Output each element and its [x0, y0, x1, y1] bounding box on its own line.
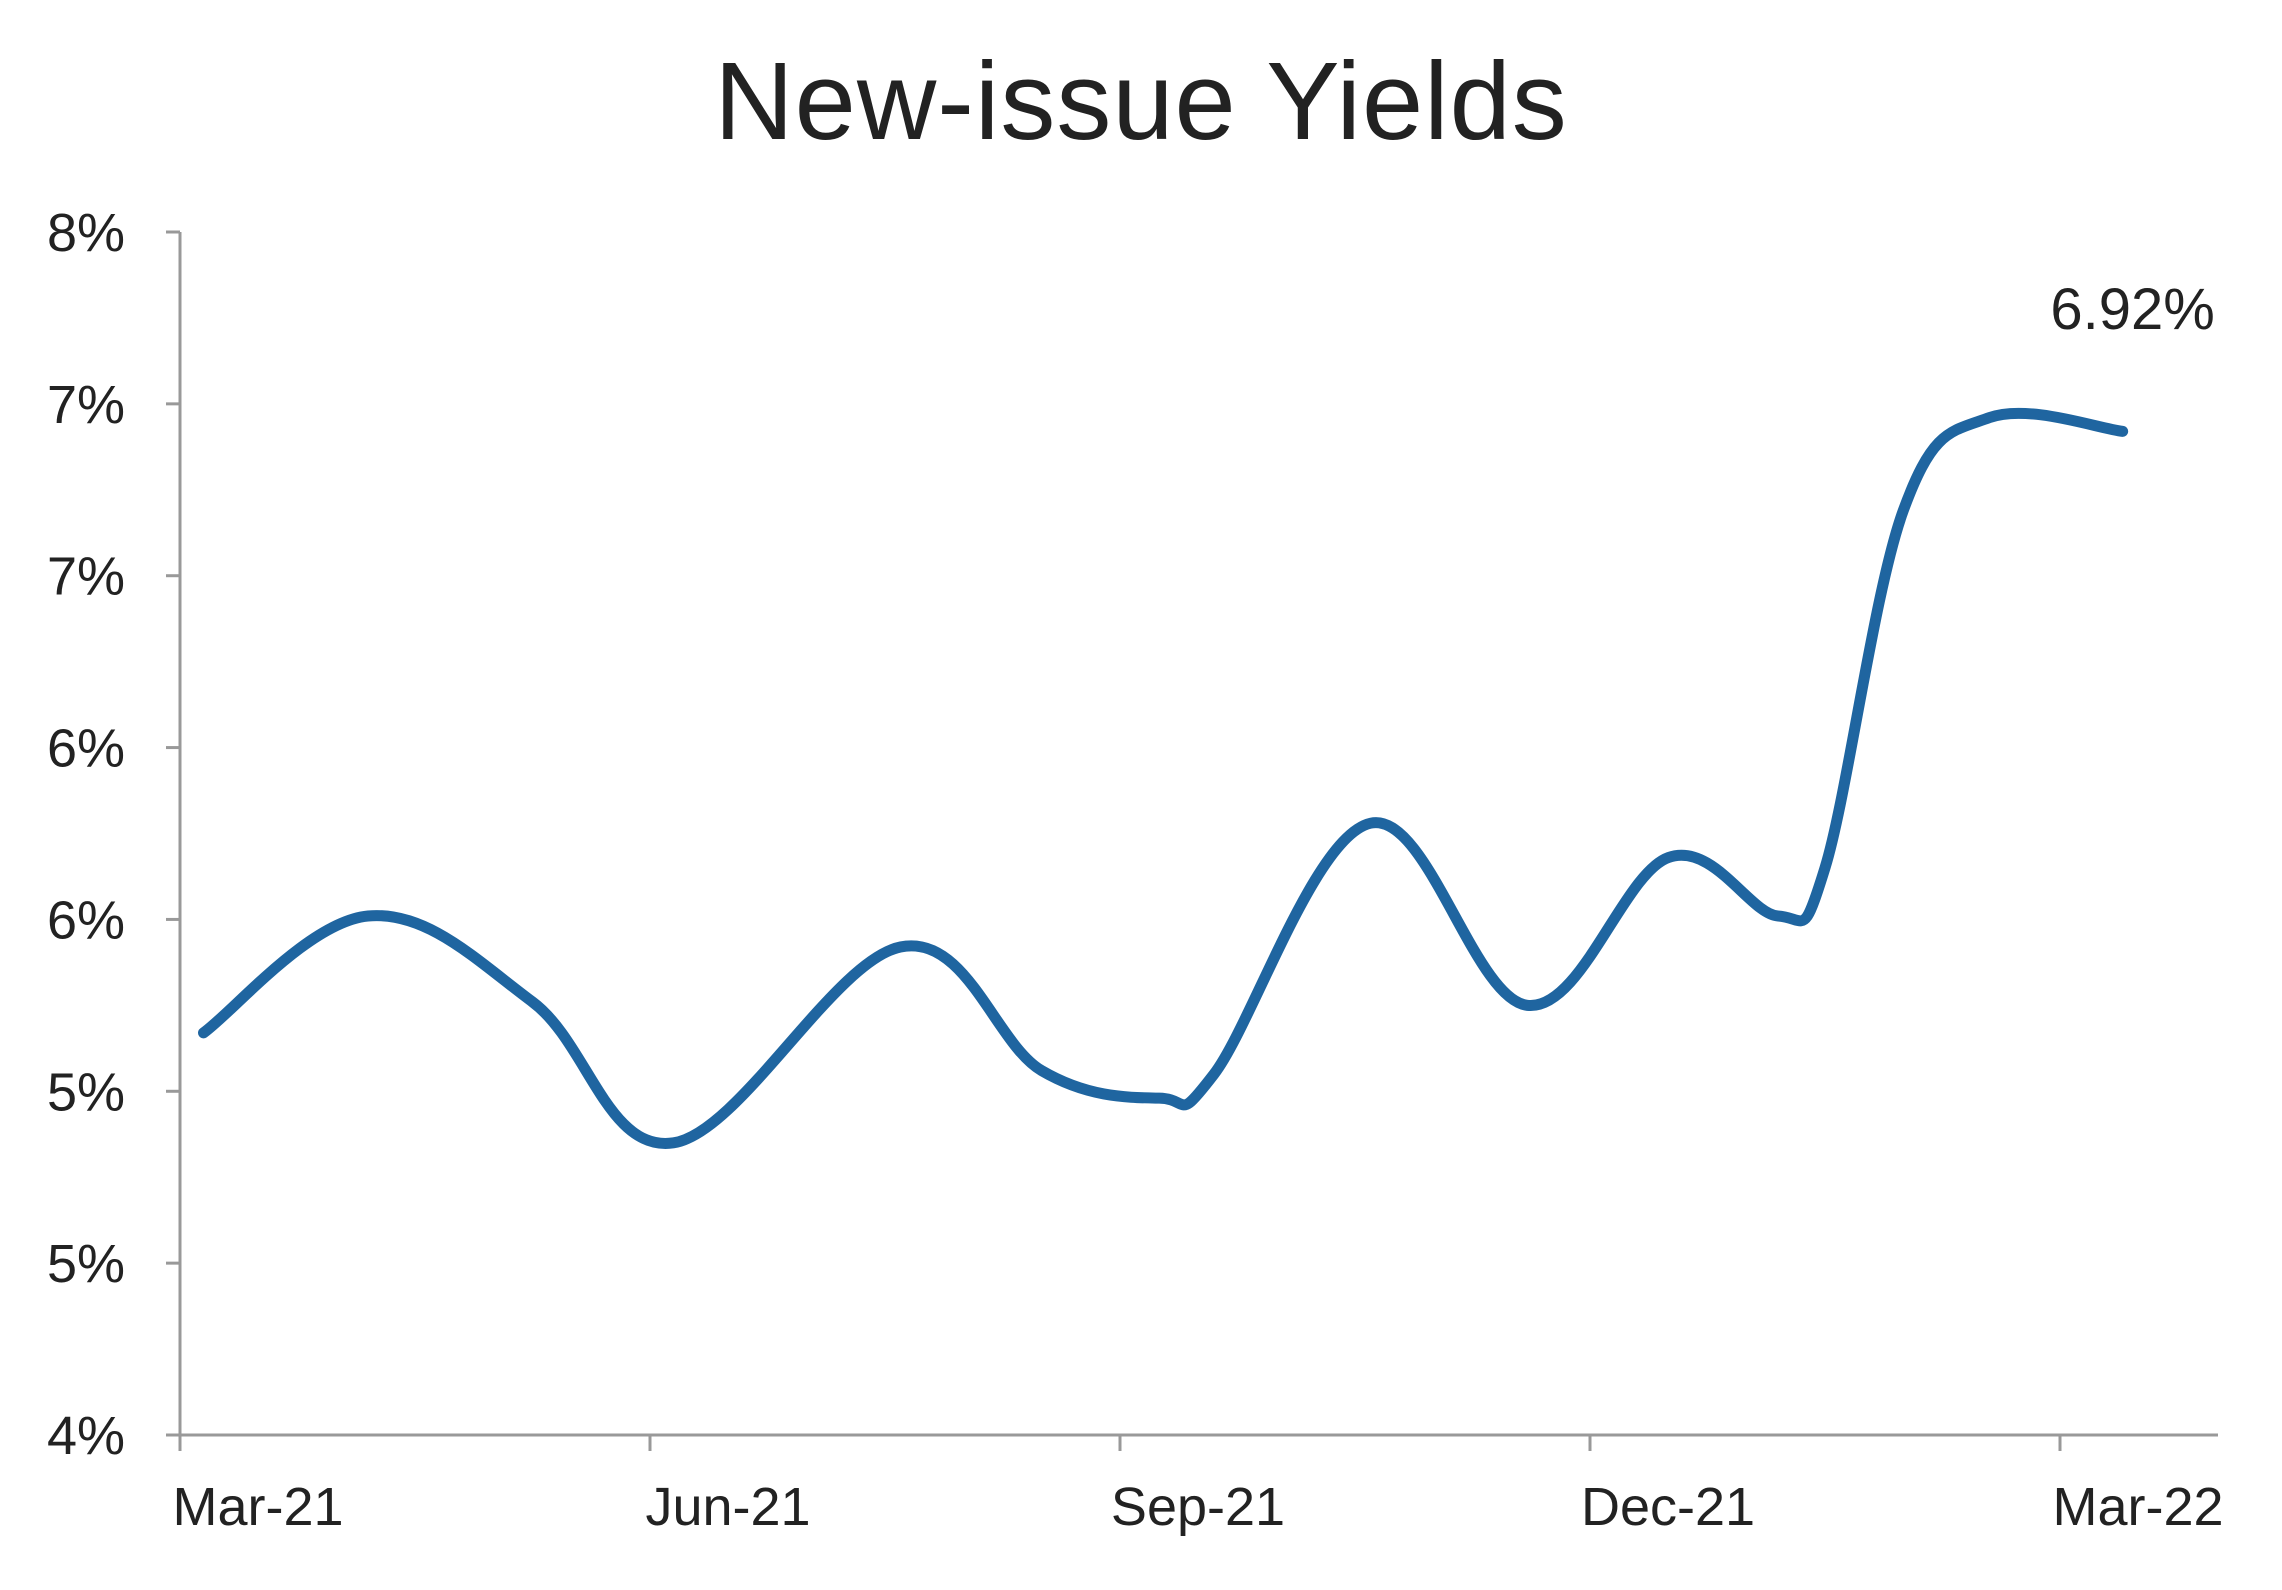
- x-tick-label: Dec-21: [1581, 1477, 1755, 1537]
- y-tick-label: 5%: [47, 1234, 125, 1294]
- y-tick-label: 4%: [47, 1406, 125, 1466]
- y-tick-label: 7%: [47, 375, 125, 435]
- axes: 4% 5% 5% 6% 6% 7% 7% 8% Mar-21 Jun-21 Sep-21 Dec-2…: [47, 203, 2224, 1537]
- y-tick-label: 7%: [47, 547, 125, 607]
- y-tick-label: 8%: [47, 203, 125, 263]
- y-tick-label: 6%: [47, 719, 125, 779]
- y-tick-label: 6%: [47, 890, 125, 950]
- series-group: [198, 407, 2129, 1149]
- y-ticks: 4% 5% 5% 6% 6% 7% 7% 8%: [47, 203, 180, 1466]
- annotations-group: 6.92%: [2050, 277, 2214, 342]
- data-label: 6.92%: [2050, 277, 2214, 342]
- chart-title: New-issue Yields: [714, 40, 1568, 163]
- y-tick-label: 5%: [47, 1062, 125, 1122]
- series-line: [198, 407, 2129, 1149]
- x-tick-label: Mar-22: [2052, 1477, 2223, 1537]
- x-ticks: Mar-21 Jun-21 Sep-21 Dec-21 Mar-22: [172, 1435, 2224, 1537]
- x-tick-label: Jun-21: [645, 1477, 810, 1537]
- x-tick-label: Mar-21: [172, 1477, 343, 1537]
- x-tick-label: Sep-21: [1111, 1477, 1285, 1537]
